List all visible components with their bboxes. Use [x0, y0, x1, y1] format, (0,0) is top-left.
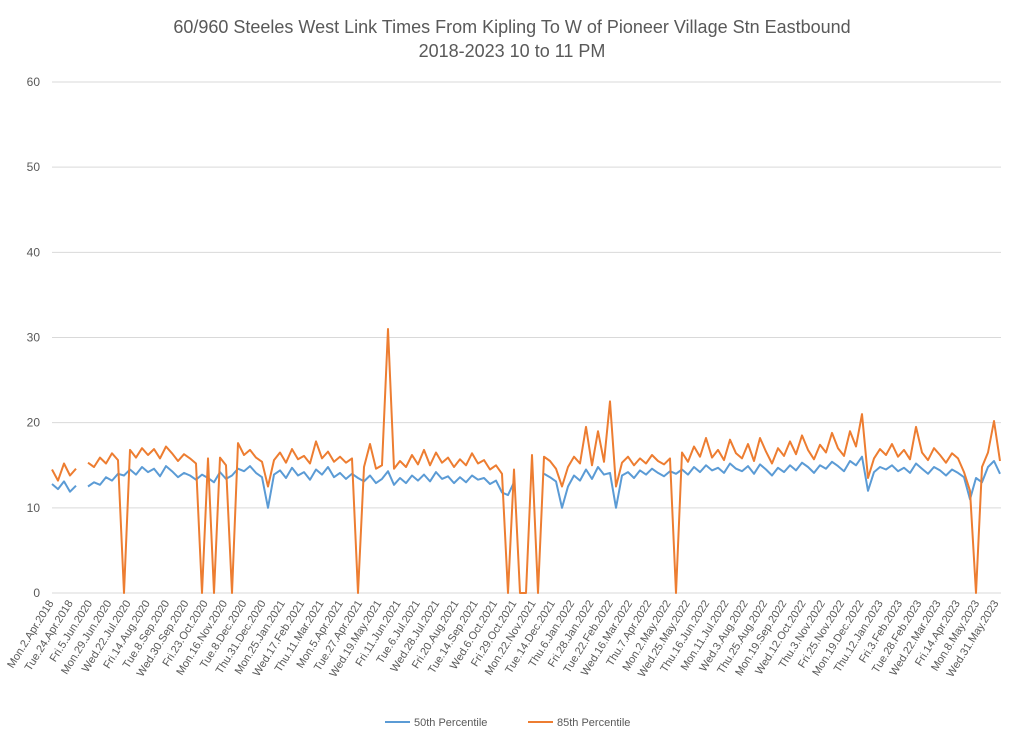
y-tick-label: 30 — [27, 331, 41, 345]
legend-label: 85th Percentile — [557, 717, 630, 729]
gridlines — [52, 81, 1001, 594]
legend: 50th Percentile 85th Percentile — [385, 717, 630, 729]
y-tick-label: 40 — [27, 245, 41, 259]
y-axis-ticks: 0 10 20 30 40 50 60 — [27, 75, 41, 600]
y-tick-label: 60 — [27, 75, 41, 89]
y-tick-label: 10 — [27, 501, 41, 515]
chart-subtitle: 2018-2023 10 to 11 PM — [419, 41, 606, 61]
legend-item: 85th Percentile — [528, 717, 630, 729]
y-tick-label: 20 — [27, 416, 41, 430]
x-axis-ticks: Mon.2.Apr.2018Tue.24.Apr.2018Fri.5.Jun.2… — [5, 598, 1001, 679]
legend-item: 50th Percentile — [385, 717, 487, 729]
series-line-p50 — [51, 455, 1001, 509]
series-line-p85 — [51, 328, 1001, 594]
y-tick-label: 0 — [33, 586, 40, 600]
legend-label: 50th Percentile — [414, 717, 487, 729]
chart-title: 60/960 Steeles West Link Times From Kipl… — [173, 17, 850, 37]
series-lines — [51, 328, 1001, 594]
y-tick-label: 50 — [27, 160, 41, 174]
